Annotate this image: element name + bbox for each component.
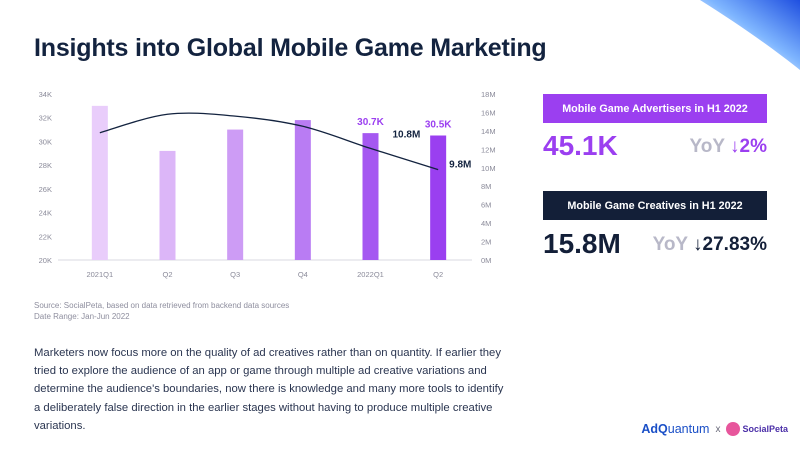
line-data-label: 9.8M [449, 160, 471, 171]
adquantum-logo-light: uantum [667, 422, 710, 436]
bar [227, 129, 244, 260]
y-right-tick-label: 14M [481, 127, 496, 136]
creatives-kpi-label: Mobile Game Creatives in H1 2022 [543, 191, 767, 220]
x-tick-label: Q2 [162, 270, 172, 279]
yoy-label: YoY [689, 136, 725, 157]
x-tick-label: Q4 [298, 270, 308, 279]
corner-gradient-decoration [700, 0, 800, 70]
y-left-tick-label: 22K [39, 232, 52, 241]
y-right-tick-label: 2M [481, 238, 491, 247]
page-title: Insights into Global Mobile Game Marketi… [34, 34, 547, 62]
y-left-tick-label: 34K [39, 90, 52, 99]
advertisers-kpi-value: 45.1K [543, 130, 618, 161]
adquantum-logo: AdQuantum [641, 422, 709, 436]
socialpeta-logo: SocialPeta [726, 422, 788, 436]
yoy-value: ↓2% [730, 136, 767, 157]
x-tick-label: 2022Q1 [357, 270, 384, 279]
y-left-tick-label: 28K [39, 161, 52, 170]
creatives-kpi-value: 15.8M [543, 228, 621, 259]
x-tick-label: 2021Q1 [86, 270, 113, 279]
y-right-tick-label: 18M [481, 90, 496, 99]
bar [430, 135, 447, 260]
x-tick-label: Q2 [433, 270, 443, 279]
bar-data-label: 30.7K [357, 117, 384, 128]
adquantum-logo-bold: AdQ [641, 422, 668, 436]
description-paragraph: Marketers now focus more on the quality … [34, 347, 504, 432]
bar [362, 133, 379, 260]
y-right-tick-label: 6M [481, 201, 491, 210]
source-note: Source: SocialPeta, based on data retrie… [34, 300, 289, 322]
y-left-tick-label: 20K [39, 256, 52, 265]
socialpeta-logo-text: SocialPeta [742, 424, 788, 434]
y-right-tick-label: 4M [481, 219, 491, 228]
y-left-tick-label: 30K [39, 137, 52, 146]
y-left-tick-label: 26K [39, 185, 52, 194]
date-range-line: Date Range: Jan-Jun 2022 [34, 312, 130, 321]
socialpeta-mark-icon [726, 422, 741, 436]
source-line: Source: SocialPeta, based on data retrie… [34, 301, 290, 310]
advertisers-yoy: YoY ↓2% [690, 136, 767, 158]
creatives-yoy: YoY ↓27.83% [653, 234, 767, 256]
line-data-label: 10.8M [393, 129, 421, 140]
bar-data-label: 30.5K [425, 120, 452, 131]
bar [294, 120, 311, 260]
bar [91, 105, 108, 260]
x-tick-label: Q3 [230, 270, 240, 279]
y-right-tick-label: 8M [481, 182, 491, 191]
y-right-tick-label: 12M [481, 145, 496, 154]
y-left-tick-label: 32K [39, 114, 52, 123]
bar [159, 150, 176, 260]
advertisers-kpi-label: Mobile Game Advertisers in H1 2022 [543, 94, 767, 123]
yoy-label: YoY [652, 234, 688, 255]
y-right-tick-label: 16M [481, 108, 496, 117]
y-right-tick-label: 10M [481, 164, 496, 173]
y-right-tick-label: 0M [481, 256, 491, 265]
creatives-line [99, 112, 439, 171]
y-left-tick-label: 24K [39, 209, 52, 218]
yoy-value: ↓27.83% [693, 234, 767, 255]
logo-separator: x [715, 423, 721, 435]
partner-logos: AdQuantum x SocialPeta [641, 422, 788, 436]
